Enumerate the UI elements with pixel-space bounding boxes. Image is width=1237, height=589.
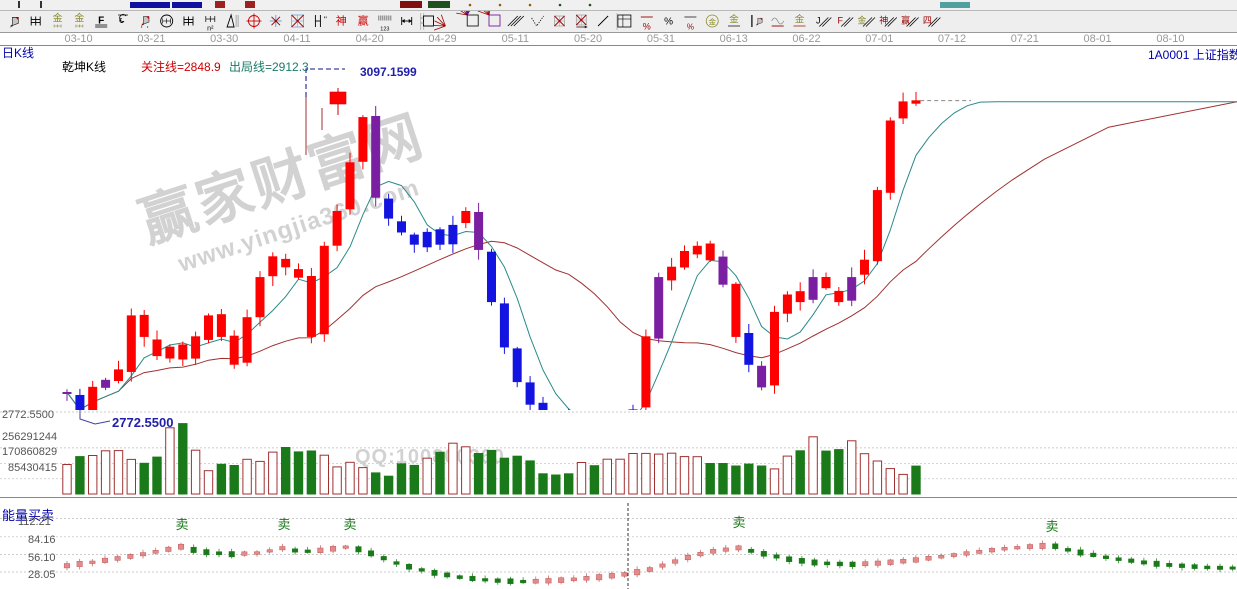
svg-text:卖: 卖 <box>277 517 290 532</box>
svg-text:卖: 卖 <box>175 517 188 532</box>
svg-text:卖: 卖 <box>732 515 745 530</box>
svg-text:卖: 卖 <box>1045 519 1058 534</box>
svg-text:卖: 卖 <box>343 517 356 532</box>
